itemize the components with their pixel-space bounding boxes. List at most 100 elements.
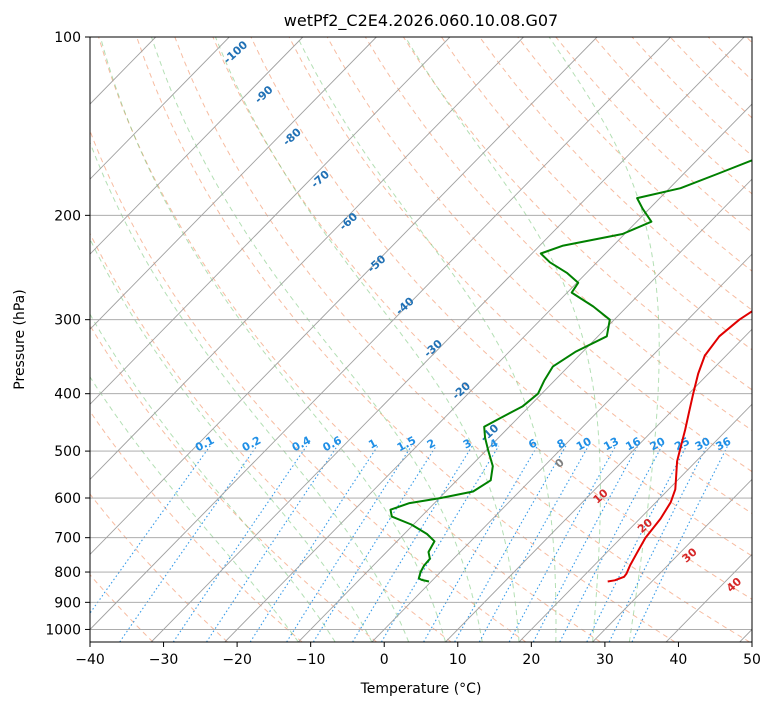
dry-adiabat [326,37,752,473]
isotherm [90,37,671,631]
y-tick-label: 500 [54,444,81,460]
dry-adiabat-label: -70 [309,168,333,191]
dewpoint-line [389,159,752,583]
isotherm [592,478,752,642]
isotherm [518,403,752,642]
x-axis: −40 −30 −20 −10 0 10 20 30 40 50 [75,642,761,668]
dry-adiabat [174,37,750,642]
mixing-ratio-label: 30 [693,435,713,454]
mixing-ratio-line [423,445,538,642]
mixing-ratio-line [631,445,729,642]
moist-adiabat [151,37,483,642]
y-axis-label: Pressure (hPa) [12,289,28,389]
x-tick-label: 10 [449,652,467,668]
moist-adiabat [99,37,446,642]
plot-frame [89,36,753,643]
dry-adiabat-label: -90 [252,83,276,106]
background-lines [0,37,752,642]
dry-adiabat [517,37,752,272]
y-tick-label: 100 [54,30,81,46]
x-tick-label: 30 [596,652,614,668]
dry-adiabat-label: -100 [221,38,250,66]
dry-adiabat-label: -80 [280,125,304,148]
y-tick-label: 300 [54,313,81,329]
dry-adiabat-label: 20 [635,516,655,536]
isotherm [90,37,524,480]
dry-adiabat [402,37,752,391]
dry-adiabat [90,573,154,642]
dry-adiabat-label: 40 [724,575,744,595]
dry-adiabat [90,324,377,642]
y-tick-label: 200 [54,208,81,224]
dry-adiabat [90,232,452,642]
mixing-ratio-label: 3 [461,436,474,451]
moist-adiabat [90,238,373,642]
dry-adiabat [479,37,752,311]
y-tick-label: 800 [54,565,81,581]
moist-adiabat [90,376,299,642]
y-tick-label: 900 [54,595,81,611]
mixing-ratio-line [286,445,412,642]
dry-adiabat [364,37,752,431]
x-tick-label: 50 [743,652,761,668]
profile-lines [389,159,752,583]
moist-adiabat [90,313,336,642]
mixing-ratio-label: 20 [648,435,668,454]
dry-adiabat-label: -30 [421,337,445,360]
dry-adiabat [90,493,228,642]
mixing-ratio-line [532,445,639,642]
dry-adiabat-label: 30 [680,545,700,565]
mixing-ratio-line [172,445,308,642]
mixing-ratio-line [249,445,379,642]
dry-adiabat-label: 10 [591,486,611,506]
x-tick-label: 20 [522,652,540,668]
temperature-line [607,310,752,583]
mixing-ratio-label: 16 [623,435,643,454]
isotherm [90,37,377,330]
y-tick-label: 700 [54,531,81,547]
dry-adiabat [250,37,752,557]
moist-adiabat [296,37,557,642]
isotherm [90,37,451,405]
y-tick-label: 600 [54,491,81,507]
dry-adiabat [745,37,752,44]
dry-adiabat [212,37,752,600]
isotherm [90,37,230,180]
mixing-ratio-label: 2 [425,436,438,451]
isotherm [0,37,9,642]
x-tick-label: −30 [149,652,179,668]
x-tick-label: −10 [296,652,326,668]
isotherm [90,37,304,255]
x-axis-label: Temperature (°C) [360,681,482,697]
mixing-ratio-line [559,445,663,642]
mixing-ratio-label: 36 [714,435,734,454]
moist-adiabat [215,37,520,642]
dry-adiabat-label: 0 [552,456,567,471]
isotherm [371,253,752,642]
mixing-ratio-line [352,445,473,642]
isotherm [90,37,598,556]
isotherm [445,328,752,642]
chart-title: wetPf2_C2E4.2026.060.10.08.G07 [284,11,558,31]
mixing-ratio-label: 13 [601,435,621,454]
y-tick-label: 400 [54,387,81,403]
dry-adiabat [98,37,601,642]
y-tick-label: 1000 [45,622,81,638]
moist-adiabat [404,37,601,642]
dry-adiabat-label: -40 [393,294,417,317]
isotherm [298,178,752,642]
mixing-ratio-line [380,445,500,642]
x-tick-label: 0 [380,652,389,668]
mixing-ratio-line [586,445,687,642]
mixing-ratio-line [119,445,258,642]
mixing-ratio-line [90,445,211,615]
isotherm [150,37,745,642]
dry-adiabat [288,37,752,515]
dry-adiabat-label: -20 [450,379,474,402]
dry-adiabat-label: -60 [337,210,361,233]
mixing-ratio-line [312,445,437,642]
y-axis: 100 200 300 400 500 600 700 800 900 1000 [45,30,90,638]
mixing-ratio-label: 1 [366,436,379,451]
mixing-ratio-label: 10 [574,435,594,454]
